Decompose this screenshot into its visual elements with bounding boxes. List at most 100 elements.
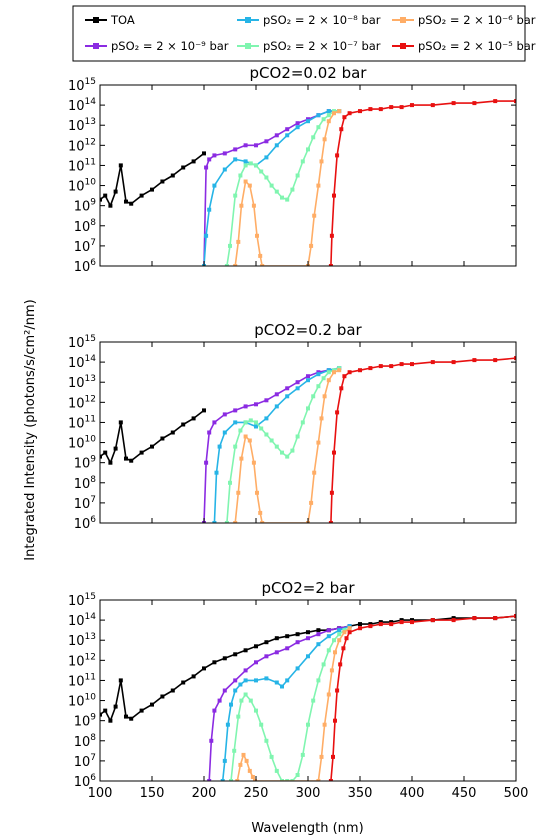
data-point-toa [129, 458, 134, 463]
data-point-toa [103, 708, 108, 713]
data-point-toa [243, 648, 248, 653]
data-point-so2_2e7 [326, 648, 331, 653]
data-point-so2_2e7 [280, 450, 284, 455]
data-point-so2_2e9 [295, 380, 300, 385]
data-point-so2_2e5 [347, 370, 352, 375]
y-tick-label: 108 [74, 475, 97, 492]
data-point-so2_2e7 [290, 448, 295, 453]
data-point-so2_2e5 [347, 630, 352, 635]
data-point-toa [170, 430, 175, 435]
data-point-so2_2e6 [309, 243, 314, 248]
data-point-so2_2e9 [222, 412, 227, 417]
data-point-so2_2e5 [328, 521, 333, 523]
data-point-so2_2e5 [514, 356, 516, 361]
data-point-so2_2e9 [204, 460, 209, 465]
data-point-toa [202, 408, 206, 413]
data-point-so2_2e9 [207, 430, 212, 435]
data-point-toa [129, 716, 134, 721]
data-point-so2_2e6 [241, 752, 246, 757]
data-point-so2_2e9 [285, 646, 290, 651]
data-point-so2_2e6 [250, 775, 255, 779]
y-tick-label: 1012 [68, 394, 96, 411]
data-point-so2_2e5 [333, 718, 337, 723]
legend-marker [245, 43, 251, 49]
data-point-so2_2e7 [321, 376, 326, 381]
data-point-so2_2e6 [238, 762, 243, 767]
data-point-so2_2e9 [285, 386, 290, 391]
series-group [100, 614, 516, 781]
data-point-so2_2e8 [222, 758, 227, 763]
data-point-so2_2e8 [347, 624, 352, 629]
data-point-so2_2e8 [233, 688, 238, 693]
data-point-so2_2e5 [335, 688, 340, 693]
data-point-so2_2e8 [285, 678, 290, 683]
data-point-so2_2e6 [326, 378, 331, 383]
data-point-so2_2e7 [332, 109, 336, 114]
data-point-so2_2e5 [378, 364, 383, 369]
data-point-so2_2e9 [207, 779, 212, 781]
series-line-so2_2e6 [236, 627, 351, 781]
series-line-so2_2e8 [203, 110, 340, 266]
data-point-toa [139, 450, 144, 455]
data-point-so2_2e7 [248, 698, 253, 703]
data-point-so2_2e9 [233, 408, 238, 413]
data-point-so2_2e8 [233, 157, 238, 162]
y-tick-label: 1010 [68, 693, 96, 710]
data-point-toa [103, 193, 108, 198]
data-point-so2_2e7 [224, 264, 229, 266]
data-point-so2_2e8 [214, 470, 219, 475]
data-point-so2_2e8 [254, 678, 258, 683]
data-point-so2_2e6 [239, 456, 244, 461]
data-point-toa [254, 644, 258, 649]
data-point-so2_2e5 [378, 622, 383, 627]
data-point-toa [306, 630, 310, 635]
data-point-toa [108, 718, 113, 723]
y-tick-label: 107 [74, 238, 96, 255]
data-point-so2_2e5 [368, 366, 373, 371]
data-point-so2_2e5 [358, 626, 362, 631]
data-point-so2_2e7 [239, 698, 244, 703]
legend-marker [245, 17, 251, 23]
data-point-so2_2e5 [331, 754, 335, 759]
data-point-so2_2e7 [280, 195, 284, 200]
data-point-so2_2e5 [332, 193, 336, 198]
data-point-so2_2e6 [319, 416, 324, 421]
data-point-so2_2e5 [451, 101, 456, 106]
data-point-so2_2e5 [493, 616, 498, 621]
data-point-so2_2e6 [260, 264, 265, 266]
data-point-so2_2e5 [347, 111, 352, 116]
data-point-so2_2e5 [451, 618, 456, 623]
data-point-so2_2e7 [316, 678, 321, 683]
data-point-toa [170, 688, 175, 693]
data-point-so2_2e6 [260, 521, 265, 523]
data-point-so2_2e5 [451, 360, 456, 365]
data-point-so2_2e8 [306, 654, 310, 659]
data-point-so2_2e6 [337, 368, 342, 373]
data-point-so2_2e7 [321, 117, 326, 122]
data-point-so2_2e8 [295, 125, 300, 130]
data-point-so2_2e5 [472, 358, 477, 363]
data-point-toa [316, 628, 321, 633]
data-point-so2_2e5 [399, 620, 404, 625]
legend-item-so2_2e6: pSO₂ = 2 × 10⁻⁶ bar [392, 13, 536, 27]
data-point-so2_2e5 [339, 127, 344, 132]
data-point-so2_2e7 [269, 183, 274, 188]
y-tick-label: 109 [74, 198, 97, 215]
panel-title: pCO2=0.02 bar [250, 64, 368, 82]
plot-frame [99, 84, 517, 267]
panels: pCO2=0.02 bar 106 107 108 109 1010 1011 1012 101… [68, 64, 528, 801]
data-point-toa [124, 199, 128, 204]
data-point-so2_2e5 [358, 109, 362, 114]
plot-frame [99, 341, 517, 524]
data-point-so2_2e8 [243, 159, 248, 164]
legend-marker [93, 17, 99, 23]
data-point-so2_2e7 [337, 632, 342, 637]
data-point-so2_2e7 [264, 432, 269, 437]
y-tick-label: 1013 [68, 117, 96, 134]
data-point-so2_2e7 [274, 189, 279, 194]
y-tick-label: 1014 [68, 354, 96, 371]
data-point-so2_2e6 [258, 253, 263, 258]
data-point-so2_2e8 [212, 183, 217, 188]
data-point-so2_2e9 [264, 398, 269, 403]
